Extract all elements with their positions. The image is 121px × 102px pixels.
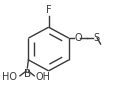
Text: S: S — [93, 33, 99, 43]
Text: O: O — [75, 33, 82, 43]
Text: OH: OH — [35, 72, 50, 82]
Text: HO: HO — [2, 72, 17, 82]
Text: B: B — [24, 69, 31, 79]
Text: F: F — [46, 5, 51, 15]
